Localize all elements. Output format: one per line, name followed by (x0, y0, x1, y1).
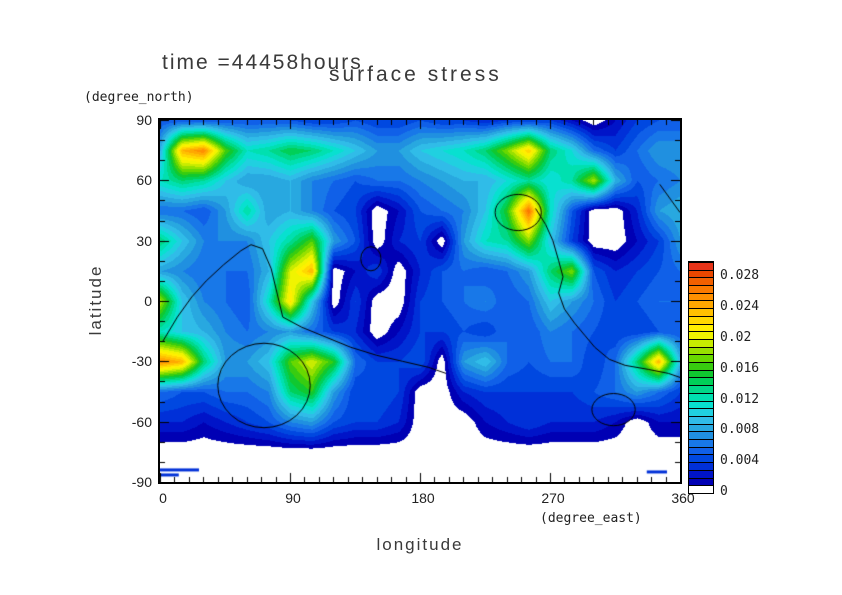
colorbar-tick-label: 0 (720, 484, 728, 499)
colorbar-cell (689, 369, 713, 378)
colorbar-cell (689, 308, 713, 316)
colorbar-cell (689, 354, 713, 363)
colorbar-cell (689, 346, 713, 355)
colorbar-tick-label: 0.008 (720, 422, 760, 438)
colorbar-tick-label: 0.02 (720, 330, 752, 345)
x-tick-label: 180 (411, 490, 435, 506)
colorbar-cell (689, 446, 713, 455)
colorbar-cell (689, 423, 713, 432)
colorbar-cell (689, 439, 713, 447)
y-tick-label: -60 (131, 413, 152, 430)
y-tick-label: 90 (136, 112, 152, 128)
time-annotation: time =44458hours (162, 51, 363, 74)
map-plot-area (158, 118, 682, 484)
colorbar-cell (689, 338, 713, 347)
colorbar-cell (689, 377, 713, 386)
colorbar (688, 261, 714, 494)
colorbar-cell (689, 261, 713, 270)
y-tick-label: 0 (144, 293, 152, 309)
y-tick-label: 30 (136, 232, 152, 249)
colorbar-cell (689, 454, 713, 463)
x-axis-label: longitude (376, 535, 464, 554)
y-axis-label: latitude (86, 264, 105, 336)
colorbar-cell (689, 300, 713, 309)
colorbar-cell (689, 392, 713, 401)
colorbar-tick-label: 0.004 (720, 453, 760, 469)
colorbar-cell (689, 385, 713, 393)
colorbar-cell (689, 415, 713, 424)
colorbar-cell (689, 331, 713, 339)
colorbar-cell (689, 408, 713, 416)
colorbar-cell (689, 400, 713, 409)
x-tick-label: 90 (285, 490, 301, 506)
y-tick-label: -90 (131, 474, 152, 490)
colorbar-cell (689, 269, 713, 278)
y-axis-unit-label: (degree_north) (84, 90, 194, 105)
colorbar-cell (689, 477, 713, 486)
x-tick-label: 270 (541, 490, 565, 506)
colorbar-cell (689, 469, 713, 478)
colorbar-cell (689, 315, 713, 324)
colorbar-tick-label: 0.016 (720, 360, 760, 376)
colorbar-tick-label: 0.012 (720, 391, 760, 407)
colorbar-cell (689, 362, 713, 370)
colorbar-cell (689, 431, 713, 440)
colorbar-cell (689, 462, 713, 470)
y-tick-label: 60 (136, 172, 152, 189)
plot-title: surface stress (329, 63, 502, 86)
colorbar-tick-label: 0.024 (720, 299, 760, 315)
colorbar-cell (689, 485, 713, 493)
colorbar-tick-label: 0.028 (720, 268, 760, 284)
colorbar-cell (689, 277, 713, 286)
x-tick-label: 360 (671, 490, 695, 506)
colorbar-cell (689, 292, 713, 301)
x-tick-label: 0 (159, 490, 167, 506)
surface-stress-heatmap (160, 120, 680, 482)
colorbar-cell (689, 323, 713, 332)
y-tick-label: -30 (131, 353, 152, 370)
x-axis-unit-label: (degree_east) (540, 511, 642, 526)
colorbar-cell (689, 285, 713, 293)
